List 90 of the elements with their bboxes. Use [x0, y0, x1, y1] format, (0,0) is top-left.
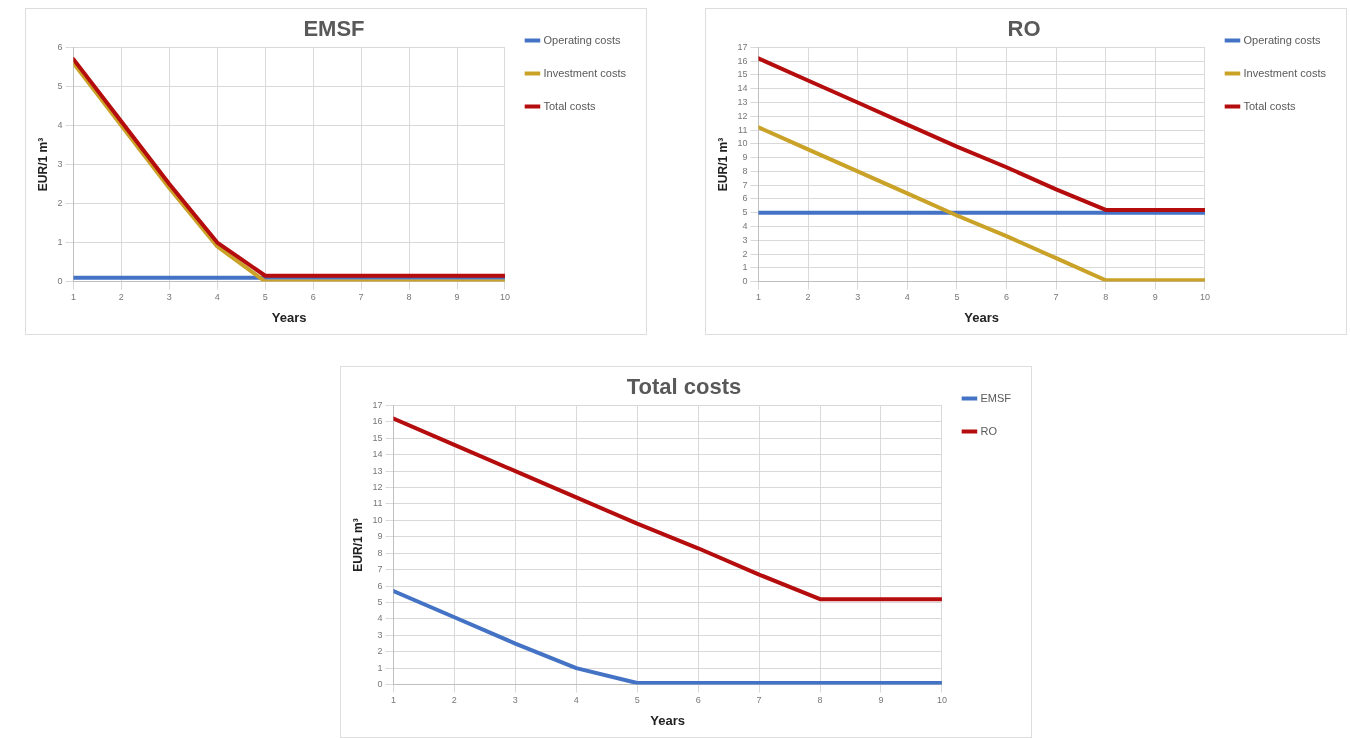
x-axis-title: Years [964, 309, 1000, 325]
y-tick-label: 9 [377, 531, 383, 542]
y-tick-label: 13 [372, 465, 383, 476]
y-tick-label: 7 [377, 564, 383, 575]
y-tick-label: 10 [737, 138, 748, 149]
y-tick-label: 3 [377, 629, 383, 640]
y-tick-label: 3 [57, 158, 63, 169]
x-tick-label: 2 [451, 695, 457, 706]
y-tick-label: 15 [372, 432, 383, 443]
x-tick-label: 4 [904, 292, 910, 303]
x-tick-label: 7 [756, 695, 762, 706]
y-tick-label: 7 [742, 179, 748, 190]
x-tick-label: 8 [817, 695, 823, 706]
y-tick-label: 1 [57, 237, 63, 248]
y-tick-label: 1 [742, 262, 748, 273]
x-tick-label: 7 [358, 292, 364, 303]
y-tick-label: 9 [742, 152, 748, 163]
y-tick-label: 5 [57, 80, 63, 91]
y-axis-title: EUR/1 m³ [35, 137, 50, 192]
x-tick-label: 5 [954, 292, 960, 303]
x-axis-title: Years [271, 309, 307, 325]
x-tick-label: 6 [695, 695, 701, 706]
y-tick-label: 2 [57, 198, 63, 209]
y-tick-label: 16 [737, 55, 748, 66]
y-tick-label: 14 [372, 449, 383, 460]
legend-label: Total costs [543, 99, 596, 112]
y-tick-label: 4 [742, 220, 748, 231]
y-tick-label: 14 [737, 83, 748, 94]
x-tick-label: 3 [855, 292, 861, 303]
y-tick-label: 12 [372, 482, 383, 492]
y-tick-label: 15 [737, 69, 748, 80]
y-tick-label: 0 [742, 276, 748, 287]
y-tick-label: 11 [738, 124, 748, 135]
x-tick-label: 7 [1053, 292, 1059, 303]
y-tick-label: 17 [372, 399, 383, 410]
chart-title: EMSF [303, 16, 365, 42]
y-tick-label: 2 [377, 646, 383, 657]
x-tick-label: 9 [454, 292, 460, 303]
y-tick-label: 4 [57, 119, 63, 130]
x-tick-label: 3 [512, 695, 518, 706]
legend-label: Operating costs [1243, 33, 1322, 46]
y-tick-label: 4 [377, 613, 383, 624]
legend-label: Total costs [1243, 99, 1296, 112]
x-tick-label: 10 [1199, 292, 1210, 303]
y-tick-label: 5 [377, 596, 383, 607]
x-tick-label: 9 [878, 695, 884, 706]
x-tick-label: 6 [310, 292, 316, 303]
y-tick-label: 1 [377, 662, 383, 673]
x-tick-label: 4 [214, 292, 220, 303]
x-tick-label: 2 [805, 292, 811, 303]
x-tick-label: 5 [634, 695, 640, 706]
y-tick-label: 2 [742, 248, 748, 259]
y-tick-label: 0 [57, 276, 63, 287]
x-tick-label: 10 [499, 292, 510, 303]
y-tick-label: 6 [742, 193, 748, 204]
x-tick-label: 2 [118, 292, 124, 303]
legend-label: Investment costs [543, 66, 627, 79]
y-tick-label: 5 [742, 207, 748, 218]
legend-label: Operating costs [543, 33, 622, 46]
y-tick-label: 11 [373, 498, 383, 509]
x-tick-label: 1 [390, 695, 396, 706]
x-tick-label: 5 [262, 292, 268, 303]
y-tick-label: 10 [372, 514, 383, 525]
legend-label: Investment costs [1243, 66, 1327, 79]
x-tick-label: 1 [70, 292, 76, 303]
y-tick-label: 8 [742, 165, 748, 176]
y-tick-label: 8 [377, 547, 383, 558]
y-tick-label: 16 [372, 416, 383, 427]
x-tick-label: 8 [1103, 292, 1109, 303]
x-tick-label: 3 [166, 292, 172, 303]
y-tick-label: 3 [742, 234, 748, 245]
y-tick-label: 6 [57, 41, 63, 52]
y-tick-label: 17 [737, 41, 748, 52]
legend-label: EMSF [980, 391, 1012, 404]
y-axis-title: EUR/1 m³ [350, 518, 365, 572]
x-tick-label: 9 [1152, 292, 1158, 303]
x-tick-label: 1 [755, 292, 761, 303]
x-tick-label: 8 [406, 292, 412, 303]
x-axis-title: Years [650, 712, 686, 728]
y-tick-label: 6 [377, 580, 383, 591]
y-tick-label: 12 [737, 110, 748, 121]
chart-title: Total costs [626, 374, 742, 400]
x-tick-label: 10 [936, 695, 947, 706]
x-tick-label: 4 [573, 695, 579, 706]
x-tick-label: 6 [1003, 292, 1010, 303]
chart-title: RO [1007, 16, 1041, 42]
y-tick-label: 0 [377, 679, 383, 690]
legend-label: RO [980, 424, 998, 437]
y-axis-title: EUR/1 m³ [715, 137, 730, 192]
y-tick-label: 13 [737, 96, 748, 107]
